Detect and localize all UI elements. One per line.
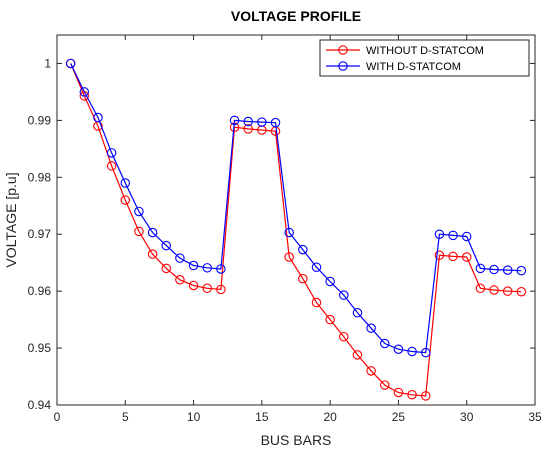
data-point xyxy=(516,286,527,297)
y-tick-label: 0.99 xyxy=(28,113,52,127)
y-axis-label: VOLTAGE [p.u] xyxy=(3,172,19,267)
legend-swatch-marker xyxy=(338,61,348,71)
data-point xyxy=(120,195,131,205)
x-tick-label: 10 xyxy=(187,410,201,424)
data-point xyxy=(188,280,199,291)
data-point xyxy=(475,263,486,274)
data-point xyxy=(366,366,376,376)
plot-area xyxy=(57,35,535,405)
x-tick-label: 15 xyxy=(255,410,269,424)
data-point xyxy=(284,227,294,238)
data-point xyxy=(188,260,199,271)
data-point xyxy=(502,286,513,296)
data-point xyxy=(380,380,390,390)
data-point xyxy=(243,124,253,134)
data-point xyxy=(393,344,404,354)
legend-swatch-marker xyxy=(338,45,348,55)
data-point xyxy=(339,331,349,342)
y-tick-label: 0.96 xyxy=(28,284,52,298)
data-point xyxy=(420,391,431,401)
data-point xyxy=(311,297,322,308)
data-point xyxy=(120,178,131,188)
data-point xyxy=(325,314,335,325)
series-layer xyxy=(65,58,527,401)
x-tick-label: 0 xyxy=(54,410,61,424)
series-line xyxy=(70,63,522,397)
data-point xyxy=(448,251,458,262)
data-point xyxy=(284,252,294,262)
y-tick-label: 0.95 xyxy=(28,341,52,355)
data-point xyxy=(175,253,185,263)
data-point xyxy=(65,58,76,69)
x-axis-label: BUS BARS xyxy=(261,432,332,448)
data-point xyxy=(79,87,90,97)
series-without-dstatcom xyxy=(65,58,527,401)
x-tick-label: 5 xyxy=(122,410,129,424)
x-tick-label: 30 xyxy=(460,410,474,424)
data-point xyxy=(93,112,103,123)
data-point xyxy=(216,264,226,274)
data-point xyxy=(106,161,117,171)
data-point xyxy=(339,290,349,300)
x-tick-label: 35 xyxy=(528,410,542,424)
y-tick-label: 0.94 xyxy=(28,398,52,412)
data-point xyxy=(161,240,172,251)
data-point xyxy=(298,273,308,284)
data-point xyxy=(420,347,431,358)
data-point xyxy=(489,285,499,295)
data-point xyxy=(134,226,144,237)
data-point xyxy=(106,148,117,158)
data-point xyxy=(202,283,212,294)
data-point xyxy=(380,338,390,349)
y-tick-label: 0.97 xyxy=(28,227,52,241)
data-point xyxy=(243,116,253,127)
data-point xyxy=(147,249,158,259)
data-point xyxy=(366,323,376,333)
data-point xyxy=(407,390,417,400)
series-line xyxy=(70,63,522,354)
data-point xyxy=(147,227,158,238)
data-point xyxy=(298,244,308,255)
data-point xyxy=(325,276,335,287)
data-point xyxy=(448,230,458,241)
data-point xyxy=(434,229,445,239)
chart-title: VOLTAGE PROFILE xyxy=(231,8,361,24)
data-point xyxy=(202,263,212,273)
x-tick-label: 25 xyxy=(392,410,406,424)
data-point xyxy=(257,117,267,127)
data-point xyxy=(475,283,486,294)
data-point xyxy=(270,117,281,128)
y-tick-label: 0.98 xyxy=(28,170,52,184)
data-point xyxy=(434,250,445,261)
data-point xyxy=(311,262,322,272)
data-point xyxy=(352,308,363,318)
axes-box xyxy=(56,34,536,406)
y-tick-label: 1 xyxy=(44,56,51,70)
series-with-dstatcom xyxy=(65,58,527,358)
data-point xyxy=(216,284,226,295)
data-point xyxy=(161,263,172,274)
data-point xyxy=(393,387,404,398)
data-point xyxy=(407,346,417,357)
legend-box xyxy=(319,39,530,77)
data-point xyxy=(502,265,513,275)
data-point xyxy=(516,265,527,276)
data-point xyxy=(489,264,499,275)
data-point xyxy=(229,115,240,126)
data-point xyxy=(461,252,472,262)
data-point xyxy=(352,350,363,360)
legend-entry-label: WITHOUT D-STATCOM xyxy=(366,45,484,57)
ticks-layer: 0 5 10 15 20 25 30 35 0.94 0.95 0.96 0.97 0.98 0.99 1 xyxy=(28,35,542,424)
data-point xyxy=(134,206,144,217)
x-tick-label: 20 xyxy=(323,410,337,424)
data-point xyxy=(461,231,472,242)
data-point xyxy=(175,275,185,285)
legend-entry-label: WITH D-STATCOM xyxy=(366,61,461,73)
legend: WITHOUT D-STATCOM WITH D-STATCOM xyxy=(319,39,530,77)
